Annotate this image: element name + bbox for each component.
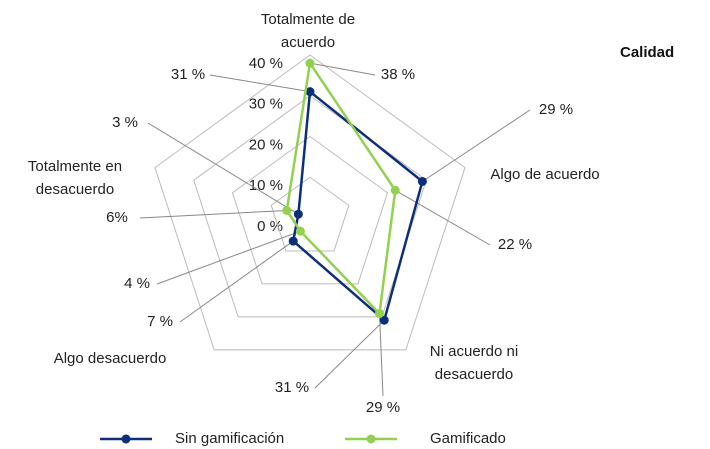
grid-ring [193, 95, 427, 318]
leader-line [147, 122, 299, 215]
data-label: 3 % [112, 114, 138, 131]
data-label: 22 % [498, 236, 532, 253]
data-label: 38 % [381, 66, 415, 83]
leader-line [422, 109, 531, 182]
data-label: 29 % [366, 399, 400, 416]
leader-line [156, 230, 301, 285]
leader-line [209, 74, 311, 93]
category-label: Totalmente en desacuerdo [27, 158, 123, 198]
category-label: Algo de acuerdo [490, 166, 600, 183]
data-point [305, 87, 315, 97]
r-tick-label: 40 % [249, 55, 283, 72]
leader-line [378, 313, 384, 397]
data-label: 4 % [124, 275, 150, 292]
data-point [374, 309, 384, 319]
grid-ring [270, 176, 350, 252]
category-label: Ni acuerdo ni desacuerdo [429, 343, 519, 383]
legend-label: Gamificado [430, 430, 506, 447]
r-tick-label: 20 % [249, 136, 283, 153]
data-label: 31 % [275, 379, 309, 396]
legend-label: Sin gamificación [175, 430, 284, 447]
leader-line [314, 319, 385, 389]
r-tick-label: 10 % [249, 177, 283, 194]
leader-line [179, 240, 294, 323]
data-point [295, 226, 305, 236]
legend-marker [121, 434, 131, 444]
grid-ring [154, 54, 466, 351]
chart-title: Calidad [620, 44, 675, 61]
data-point [288, 236, 298, 246]
data-point [293, 209, 303, 219]
series-line [291, 89, 424, 323]
data-point [390, 185, 400, 195]
data-label: 6% [106, 209, 128, 226]
r-tick-label: 30 % [249, 96, 283, 113]
r-tick-label: 0 % [257, 218, 283, 235]
data-point [417, 176, 427, 186]
data-point [305, 58, 315, 68]
data-label: 29 % [539, 101, 573, 118]
leader-line [139, 209, 287, 219]
data-point [282, 205, 292, 215]
legend-marker [366, 434, 376, 444]
data-label: 31 % [171, 66, 205, 83]
data-label: 7 % [147, 313, 173, 330]
leader-line [395, 189, 491, 246]
data-point [379, 315, 389, 325]
series-line [285, 59, 397, 317]
leader-line [309, 62, 376, 76]
category-label: Algo desacuerdo [53, 350, 167, 367]
grid-ring [231, 135, 389, 285]
category-label: Totalmente de acuerdo [260, 11, 356, 51]
